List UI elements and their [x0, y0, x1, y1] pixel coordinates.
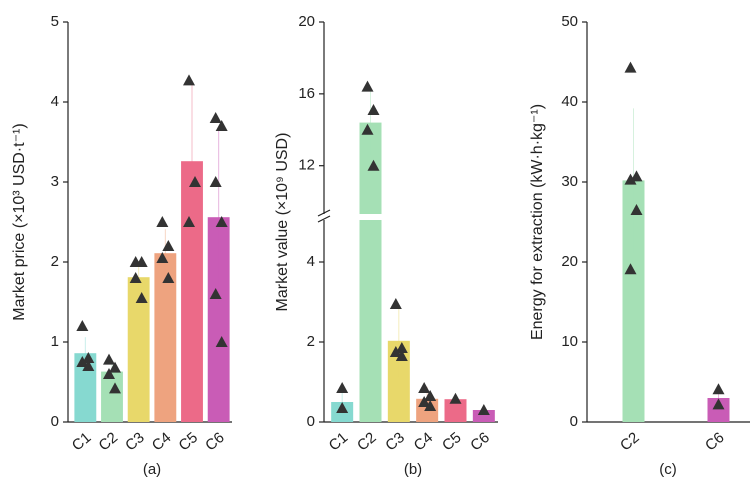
axis-break [316, 214, 498, 220]
data-point [395, 350, 408, 361]
y-tick-label: 1 [51, 333, 59, 350]
x-tick-label: C5 [439, 429, 465, 454]
data-point [418, 396, 431, 407]
bar [387, 340, 410, 422]
data-point [183, 216, 195, 227]
y-tick-label: 12 [298, 157, 315, 174]
y-tick-label: 2 [51, 253, 59, 270]
data-point [712, 398, 725, 410]
data-point [712, 383, 725, 395]
x-tick-label: C5 [175, 429, 201, 454]
x-tick-label: C2 [354, 429, 380, 454]
data-point [109, 382, 121, 394]
y-tick-label: 0 [570, 413, 578, 430]
y-axis-label: Market value (×10⁹ USD) [274, 133, 291, 312]
data-point [109, 361, 121, 373]
data-point [630, 204, 643, 215]
data-point [389, 346, 402, 357]
data-point [189, 176, 201, 187]
data-point [129, 272, 142, 283]
y-tick-label: 30 [561, 173, 578, 190]
data-point [183, 74, 195, 86]
x-tick-label: C6 [702, 429, 728, 454]
data-point [209, 112, 222, 123]
y-tick-label: 0 [307, 413, 315, 430]
panel-label: (a) [143, 461, 161, 478]
data-point [82, 360, 95, 371]
data-point [336, 382, 349, 393]
data-point [215, 216, 228, 227]
x-tick-label: C1 [326, 429, 352, 454]
bar [154, 253, 177, 422]
bar [207, 217, 230, 422]
data-point [395, 342, 408, 353]
data-point [76, 356, 89, 367]
axis-break-mark [317, 215, 331, 223]
y-tick-label: 0 [51, 413, 59, 430]
panel-label: (c) [659, 461, 677, 478]
data-point [135, 292, 148, 303]
data-point [209, 176, 222, 187]
data-point [418, 382, 431, 393]
y-axis-label: Energy for extraction (kW·h·kg⁻¹) [529, 104, 546, 340]
data-point [215, 120, 228, 131]
x-tick-label: C1 [69, 429, 95, 454]
x-tick-label: C3 [382, 429, 408, 454]
data-point [624, 61, 637, 73]
data-point [389, 298, 402, 309]
data-point [103, 368, 115, 379]
data-point [162, 240, 175, 251]
y-tick-label: 3 [51, 173, 59, 190]
bar [444, 399, 467, 422]
bar [101, 371, 123, 422]
y-tick-label: 4 [307, 253, 315, 270]
data-point [135, 256, 148, 267]
bar [359, 122, 382, 422]
bar [707, 398, 730, 422]
data-point [361, 123, 374, 135]
data-point [630, 170, 643, 182]
data-point [624, 173, 637, 185]
data-point [424, 400, 437, 411]
data-point [424, 390, 437, 401]
panel-label: (b) [404, 461, 422, 478]
x-tick-label: C4 [411, 429, 437, 454]
data-point [215, 336, 228, 347]
bar [622, 180, 645, 422]
bar [472, 410, 495, 422]
axis-break-mark [317, 209, 331, 217]
y-tick-label: 4 [51, 93, 59, 110]
y-tick-label: 16 [298, 85, 315, 102]
x-tick-label: C6 [467, 429, 493, 454]
data-point [156, 252, 169, 263]
x-tick-label: C6 [202, 429, 228, 454]
y-tick-label: 10 [561, 333, 578, 350]
data-point [367, 104, 380, 116]
data-point [477, 404, 490, 415]
y-tick-label: 20 [561, 253, 578, 270]
x-tick-label: C4 [149, 429, 175, 454]
data-point [449, 392, 462, 404]
data-point [103, 353, 115, 365]
bar [127, 277, 150, 422]
y-tick-label: 2 [307, 333, 315, 350]
data-point [76, 320, 89, 331]
y-tick-label: 40 [561, 93, 578, 110]
data-point [209, 288, 222, 299]
x-tick-label: C2 [95, 429, 121, 454]
x-tick-label: C3 [122, 429, 148, 454]
y-tick-label: 5 [51, 13, 59, 30]
y-tick-label: 50 [561, 13, 578, 30]
data-point [624, 263, 637, 275]
data-point [336, 402, 349, 413]
data-point [156, 216, 169, 227]
y-tick-label: 20 [298, 13, 315, 30]
data-point [162, 272, 175, 283]
data-point [82, 352, 95, 363]
y-axis-label: Market price (×10³ USD·t⁻¹) [11, 123, 28, 320]
data-point [367, 159, 380, 171]
x-tick-label: C2 [617, 429, 643, 454]
data-point [361, 80, 374, 92]
